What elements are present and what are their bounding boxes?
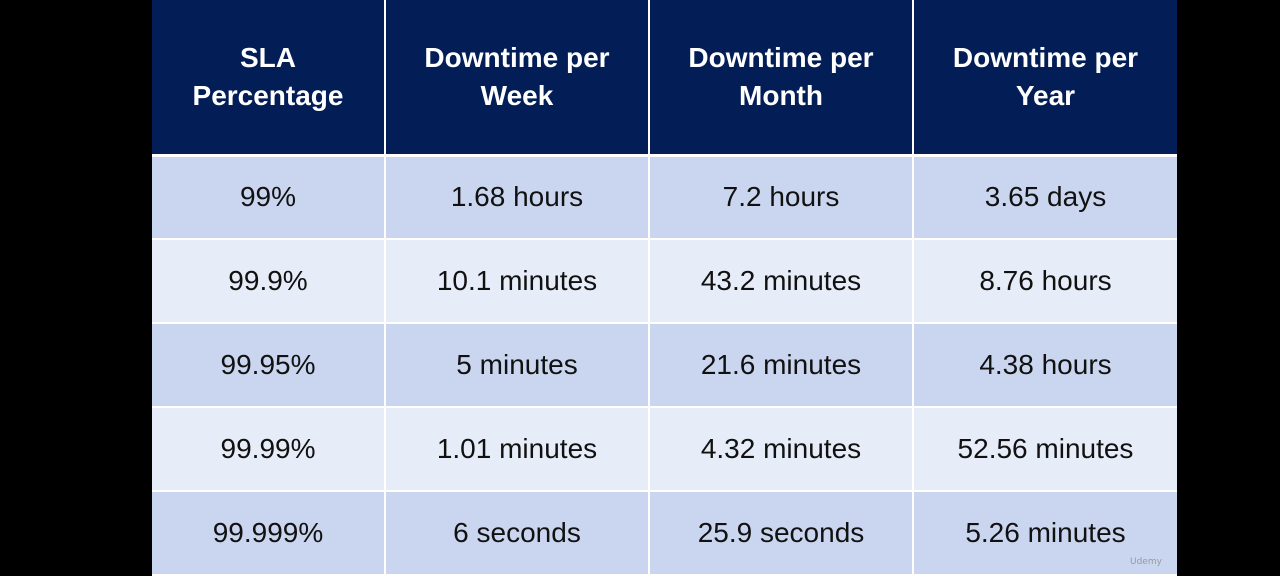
cell-month: 25.9 seconds xyxy=(649,491,914,576)
table-row: 99.99% 1.01 minutes 4.32 minutes 52.56 m… xyxy=(152,407,1177,492)
cell-sla: 99% xyxy=(152,155,386,240)
cell-year: 8.76 hours xyxy=(913,239,1177,324)
header-sla-percentage: SLA Percentage xyxy=(152,0,386,157)
slide: SLA Percentage Downtime per Week Downtim… xyxy=(152,0,1177,576)
cell-week: 6 seconds xyxy=(385,491,650,576)
sla-downtime-table: SLA Percentage Downtime per Week Downtim… xyxy=(152,0,1177,576)
cell-month: 43.2 minutes xyxy=(649,239,914,324)
cell-sla: 99.99% xyxy=(152,407,386,492)
cell-week: 1.01 minutes xyxy=(385,407,650,492)
cell-week: 10.1 minutes xyxy=(385,239,650,324)
table-row: 99.95% 5 minutes 21.6 minutes 4.38 hours xyxy=(152,323,1177,408)
udemy-watermark: Udemy xyxy=(1130,557,1162,567)
cell-year: 4.38 hours xyxy=(913,323,1177,408)
header-downtime-year: Downtime per Year xyxy=(913,0,1177,157)
cell-year: 5.26 minutes xyxy=(913,491,1177,576)
cell-sla: 99.9% xyxy=(152,239,386,324)
cell-week: 5 minutes xyxy=(385,323,650,408)
table-row: 99.9% 10.1 minutes 43.2 minutes 8.76 hou… xyxy=(152,239,1177,324)
header-downtime-week: Downtime per Week xyxy=(385,0,650,157)
cell-sla: 99.999% xyxy=(152,491,386,576)
header-downtime-month: Downtime per Month xyxy=(649,0,914,157)
table-header-row: SLA Percentage Downtime per Week Downtim… xyxy=(152,0,1177,157)
table-row: 99.999% 6 seconds 25.9 seconds 5.26 minu… xyxy=(152,491,1177,576)
cell-sla: 99.95% xyxy=(152,323,386,408)
cell-week: 1.68 hours xyxy=(385,155,650,240)
cell-year: 52.56 minutes xyxy=(913,407,1177,492)
cell-month: 21.6 minutes xyxy=(649,323,914,408)
cell-month: 7.2 hours xyxy=(649,155,914,240)
table-row: 99% 1.68 hours 7.2 hours 3.65 days xyxy=(152,155,1177,240)
cell-year: 3.65 days xyxy=(913,155,1177,240)
cell-month: 4.32 minutes xyxy=(649,407,914,492)
